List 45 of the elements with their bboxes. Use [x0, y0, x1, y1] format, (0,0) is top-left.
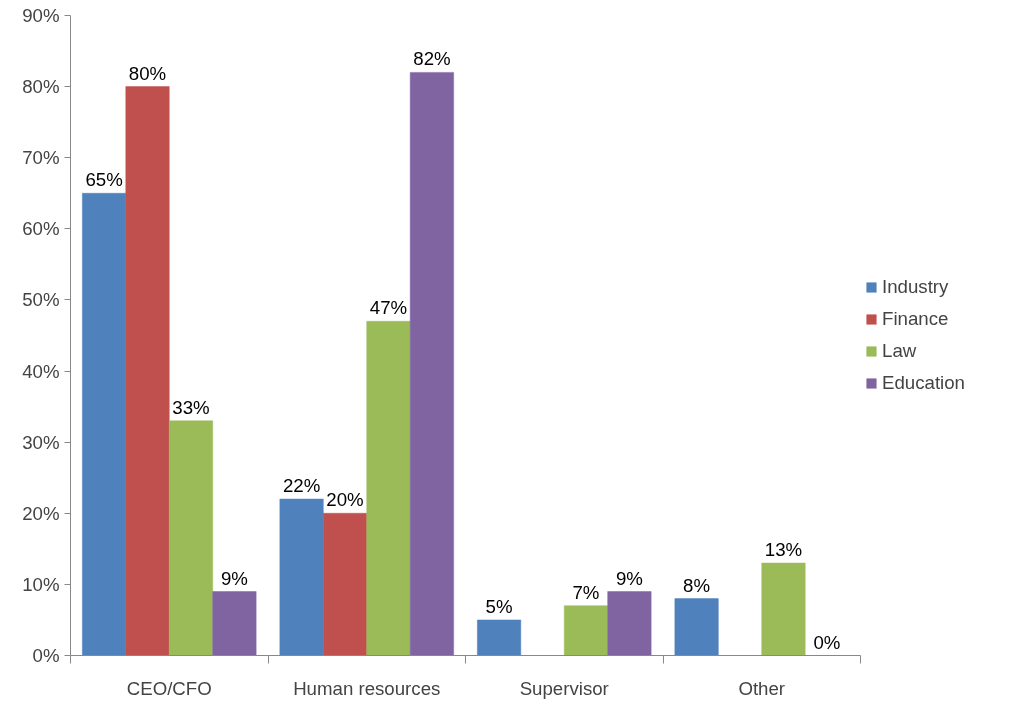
bar: [82, 193, 127, 656]
data-label: 8%: [683, 574, 711, 596]
x-tick-label: CEO/CFO: [126, 677, 212, 699]
y-tick-label: 10%: [22, 573, 60, 595]
bar: [477, 619, 522, 656]
bar: [607, 591, 652, 656]
bar: [323, 513, 367, 656]
y-tick-label: 80%: [22, 76, 60, 98]
data-label: 0%: [813, 631, 841, 653]
data-label: 22%: [282, 475, 321, 497]
bar: [564, 605, 608, 656]
bar: [279, 498, 324, 656]
data-label: 9%: [220, 567, 248, 589]
bar: [409, 72, 454, 656]
y-tick-label: 60%: [22, 218, 60, 240]
data-label: 47%: [369, 297, 408, 319]
y-tick-label: 90%: [22, 5, 60, 26]
data-label: 33%: [172, 396, 210, 418]
bar: [366, 321, 411, 656]
bar: [169, 420, 213, 656]
bar: [125, 86, 170, 656]
x-tick-label: Supervisor: [519, 677, 609, 699]
legend-label: Education: [882, 372, 965, 394]
legend-label: Law: [882, 340, 917, 362]
y-tick-label: 40%: [22, 360, 60, 382]
data-label: 5%: [485, 595, 513, 617]
data-label: 80%: [128, 62, 167, 84]
data-label: 20%: [326, 489, 364, 511]
x-tick-label: Human resources: [293, 677, 441, 699]
bar: [674, 598, 719, 656]
data-label: 9%: [615, 567, 643, 589]
bar: [761, 562, 806, 656]
y-tick-label: 30%: [22, 431, 60, 453]
data-label: 82%: [413, 48, 451, 70]
y-tick-label: 20%: [22, 502, 60, 524]
data-label: 65%: [85, 169, 123, 191]
y-tick-label: 70%: [22, 147, 60, 169]
legend-label: Finance: [882, 308, 949, 330]
bar: [212, 591, 257, 656]
x-tick-label: Other: [738, 677, 786, 699]
y-tick-label: 0%: [32, 645, 60, 666]
data-label: 7%: [572, 581, 600, 603]
y-tick-label: 50%: [22, 289, 60, 311]
legend-label: Industry: [882, 276, 949, 298]
data-label: 13%: [764, 539, 803, 561]
